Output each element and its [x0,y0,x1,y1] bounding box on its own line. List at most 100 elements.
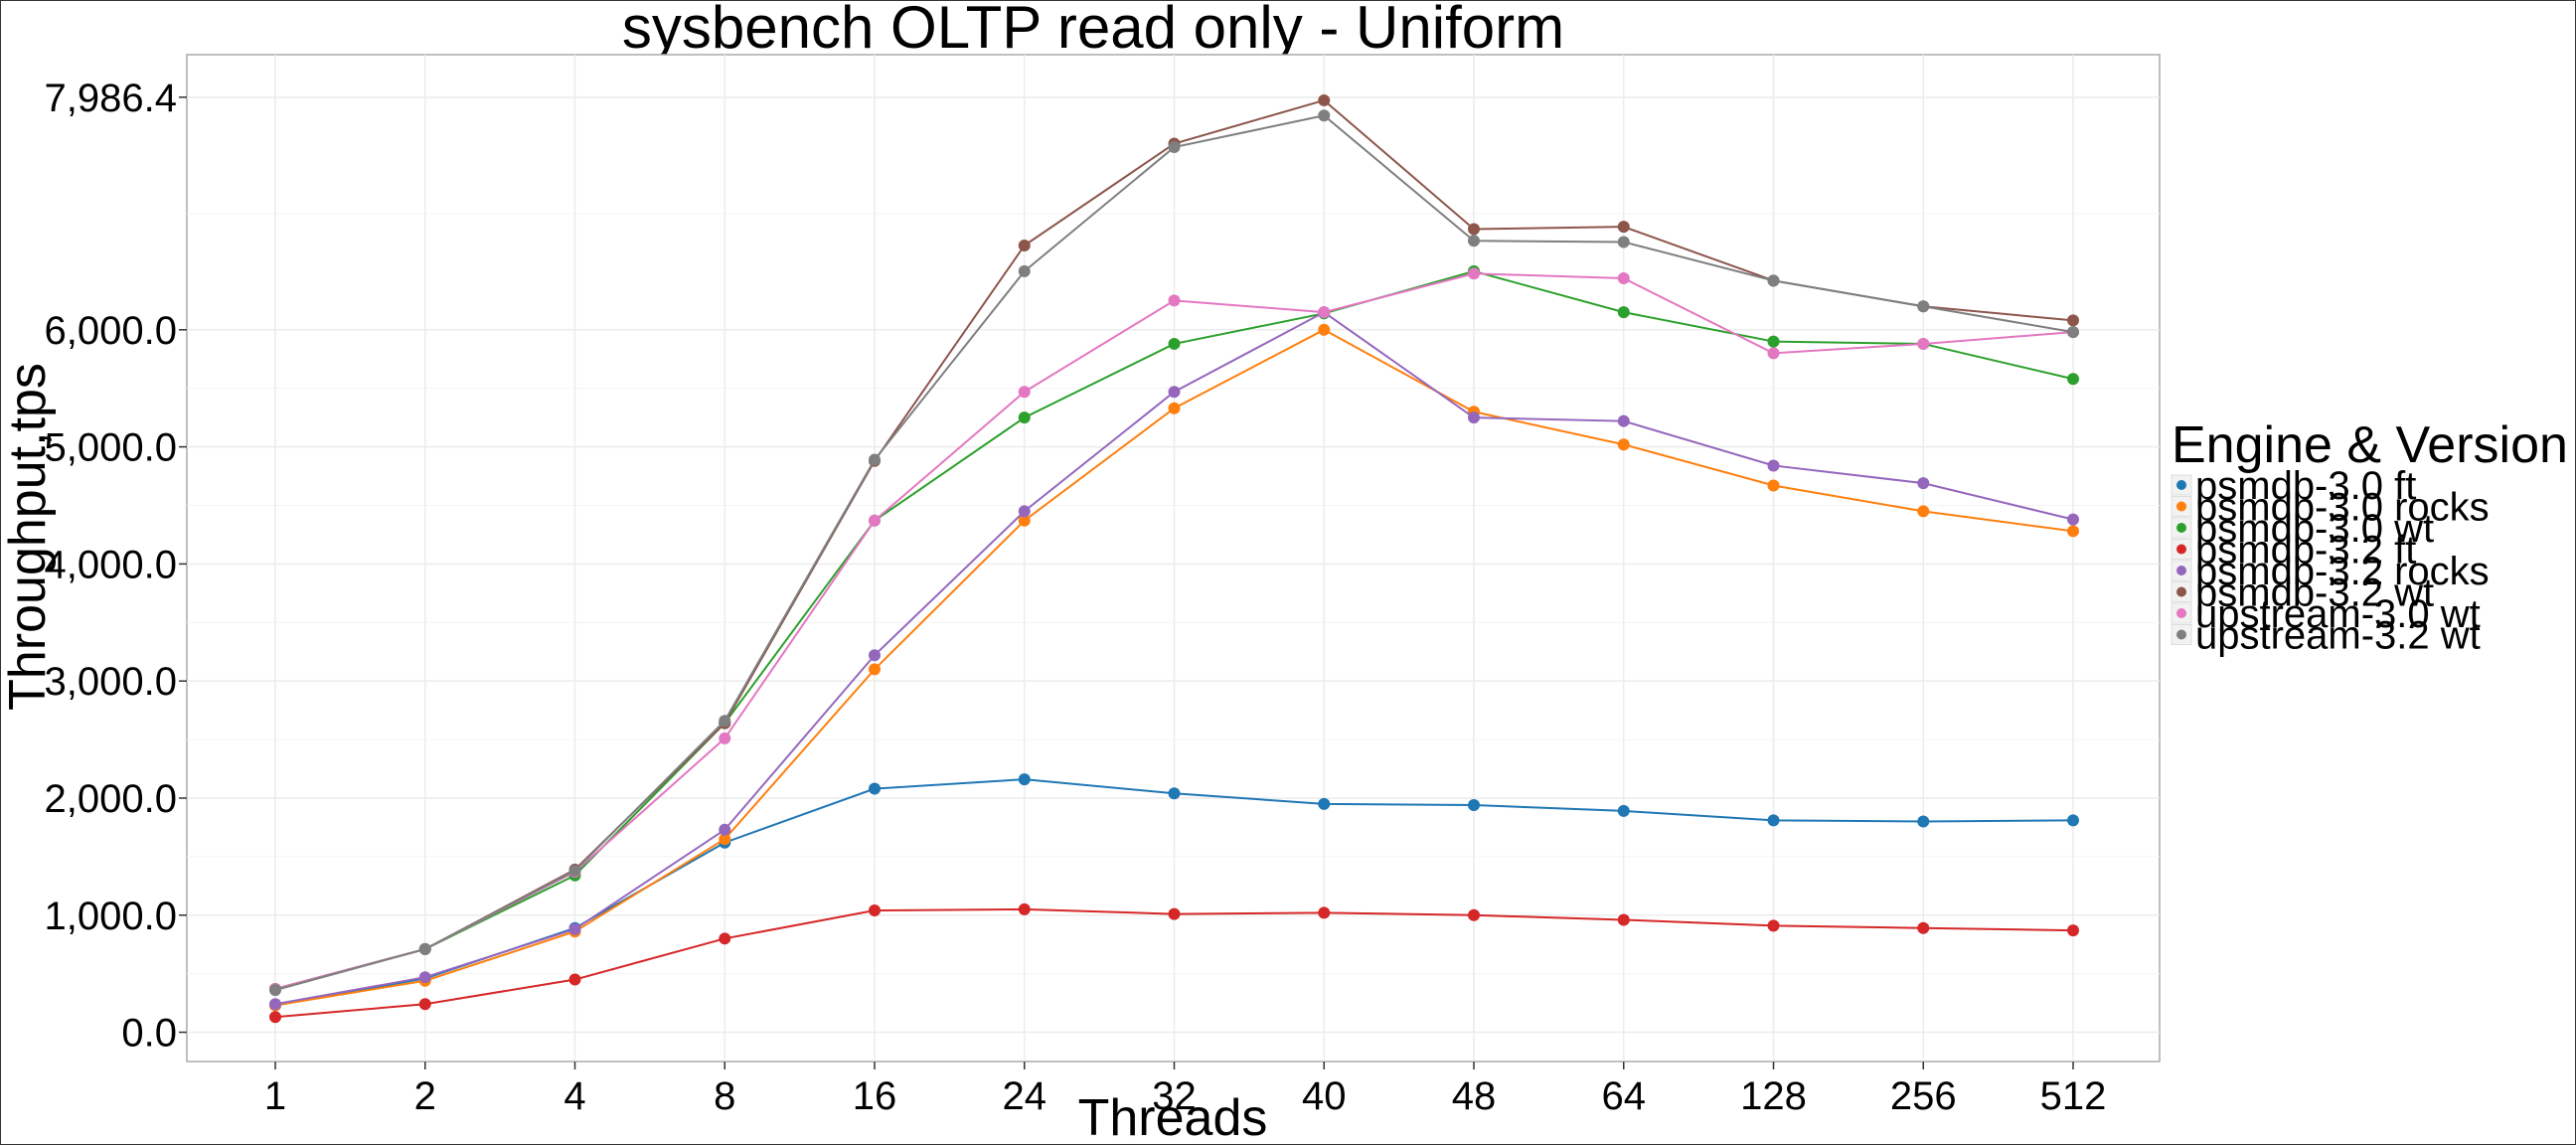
legend-title: Engine & Version [2172,416,2568,474]
data-point [1617,438,1630,451]
data-point [1468,411,1480,424]
data-point [869,782,881,795]
data-point [1018,411,1031,424]
x-tick-label: 8 [714,1074,735,1118]
y-tick-label: 2,000.0 [45,777,177,821]
data-point [1468,223,1480,236]
data-point [1917,921,1930,934]
data-point [1318,109,1331,122]
data-point [568,865,581,878]
y-tick-label: 4,000.0 [45,543,177,586]
data-point [1018,773,1031,786]
legend-marker [2176,501,2186,512]
data-point [418,998,431,1011]
data-point [568,922,581,935]
data-point [1318,906,1331,919]
data-point [1168,337,1181,350]
data-point [269,1011,281,1024]
legend-label: upstream-3.2 wt [2195,614,2481,658]
data-point [1018,902,1031,915]
legend-marker [2176,566,2186,575]
grid-lines [187,55,2160,1062]
data-point [1917,337,1930,350]
data-point [1617,236,1630,248]
data-point [719,715,731,728]
legend-label: psmdb-3.0 ft [2195,464,2416,508]
data-point [869,649,881,662]
data-point [1767,479,1780,492]
data-point [1168,386,1181,399]
data-point [1318,323,1331,336]
data-point [1767,919,1780,932]
data-point [1168,402,1181,414]
data-point [1168,787,1181,800]
data-point [1617,913,1630,926]
x-tick-label: 256 [1890,1074,1957,1118]
x-tick-label: 1 [264,1074,286,1118]
data-point [1917,815,1930,828]
data-point [719,823,731,836]
data-point [1168,294,1181,307]
data-point [418,942,431,955]
legend-marker [2176,480,2186,490]
legend-marker [2176,544,2186,555]
x-axis-title: Threads [1078,1089,1268,1145]
series-layer [269,93,2079,1024]
x-tick-label: 512 [2040,1074,2107,1118]
x-tick-label: 4 [564,1074,585,1118]
data-point [1018,386,1031,399]
x-tick-label: 24 [1003,1074,1047,1118]
data-point [869,663,881,676]
data-point [1318,797,1331,810]
chart-title: sysbench OLTP read only - Uniform [622,0,1564,61]
data-point [1617,306,1630,319]
data-point [1468,267,1480,280]
y-tick-label: 5,000.0 [45,426,177,470]
data-point [1617,414,1630,427]
data-point [269,984,281,997]
data-point [1767,459,1780,472]
legend-label: psmdb-3.2 ft [2195,529,2416,572]
legend-label: upstream-3.0 wt [2195,592,2481,636]
data-point [1468,235,1480,247]
x-tick-label: 128 [1740,1074,1807,1118]
data-point [1018,505,1031,518]
data-point [869,904,881,917]
x-tick-label: 40 [1302,1074,1347,1118]
data-point [1917,505,1930,518]
data-point [2067,924,2079,937]
data-point [269,998,281,1011]
legend-marker [2176,629,2186,640]
x-tick-label: 16 [853,1074,897,1118]
data-point [719,732,731,744]
legend-label: psmdb-3.0 rocks [2195,486,2490,530]
x-tick-label: 32 [1152,1074,1197,1118]
y-tick-label: 1,000.0 [45,895,177,938]
x-tick-label: 64 [1602,1074,1647,1118]
data-point [1617,804,1630,817]
data-point [2067,525,2079,538]
data-point [1018,264,1031,277]
data-point [869,514,881,527]
data-point [1767,814,1780,827]
y-tick-label: 7,986.4 [45,77,177,120]
data-point [418,971,431,984]
data-point [2067,326,2079,339]
data-point [568,973,581,986]
y-tick-label: 3,000.0 [45,660,177,704]
data-point [1917,300,1930,313]
x-tick-label: 2 [414,1074,436,1118]
series [269,902,2079,1024]
series [269,306,2079,1011]
data-point [1767,347,1780,360]
data-point [1318,93,1331,106]
y-axis: 0.0 1,000.0 2,000.0 3,000.0 4,000.0 5,000.0 6,… [45,77,187,1056]
data-point [1617,221,1630,234]
data-point [1018,514,1031,527]
data-point [1917,477,1930,490]
data-point [2067,814,2079,827]
legend-marker [2176,586,2186,597]
data-point [1168,141,1181,154]
